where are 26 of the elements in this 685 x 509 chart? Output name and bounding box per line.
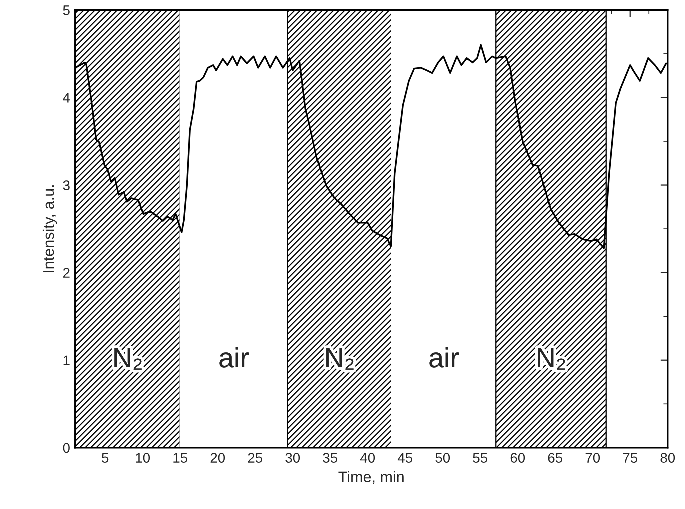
y-axis-title: Intensity, a.u. — [42, 186, 58, 273]
band-label: air — [220, 347, 249, 368]
x-tick-label: 65 — [548, 453, 563, 463]
x-axis-title: Time, min — [338, 471, 404, 484]
x-tick-label: 15 — [174, 453, 188, 463]
x-tick-label: 50 — [436, 453, 450, 463]
x-tick-label: 60 — [510, 453, 526, 463]
x-tick-label: 75 — [623, 453, 638, 463]
band-label: air — [430, 347, 459, 368]
x-tick-label: 30 — [286, 453, 300, 463]
x-tick-label: 70 — [586, 453, 600, 463]
x-tick-label: 40 — [360, 453, 376, 463]
y-tick-label: 0 — [63, 443, 70, 454]
y-tick-label: 5 — [63, 6, 70, 16]
x-tick-label: 55 — [473, 453, 488, 463]
x-tick-label: 35 — [323, 453, 338, 463]
x-tick-label: 5 — [102, 453, 109, 463]
x-tick-label: 45 — [398, 453, 413, 463]
y-tick-label: 2 — [63, 268, 70, 278]
x-tick-label: 10 — [136, 453, 150, 463]
x-tick-label: 80 — [660, 453, 676, 463]
y-tick-label: 1 — [64, 356, 70, 366]
y-tick-label: 3 — [63, 180, 70, 190]
x-tick-label: 25 — [248, 453, 262, 463]
x-tick-label: 20 — [210, 453, 226, 463]
y-tick-label: 4 — [63, 93, 70, 103]
